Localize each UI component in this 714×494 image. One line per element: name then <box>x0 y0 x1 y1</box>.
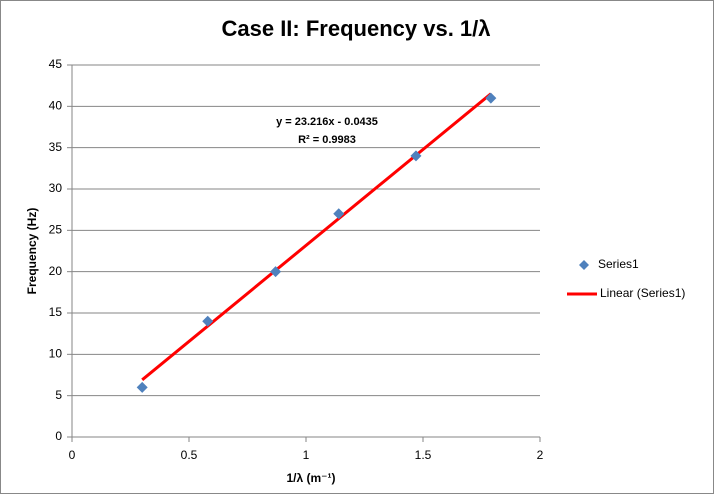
data-point <box>410 150 422 162</box>
legend-marker <box>579 260 589 270</box>
y-tick-label: 25 <box>49 223 63 237</box>
y-tick-label: 45 <box>49 57 63 71</box>
x-axis-title: 1/λ (m⁻¹) <box>286 471 335 485</box>
trendline-r2: R² = 0.9983 <box>298 134 356 146</box>
y-tick-label: 20 <box>49 264 63 278</box>
y-tick-label: 40 <box>49 99 63 113</box>
data-point <box>136 381 148 393</box>
legend-label: Series1 <box>598 257 639 271</box>
trendline-equation: y = 23.216x - 0.0435 <box>276 116 378 128</box>
x-tick-label: 2 <box>537 448 544 462</box>
y-tick-label: 10 <box>49 347 63 361</box>
data-point <box>333 208 345 220</box>
y-tick-label: 30 <box>49 181 63 195</box>
x-tick-label: 1 <box>303 448 310 462</box>
x-tick-label: 0.5 <box>181 448 198 462</box>
y-tick-label: 15 <box>49 305 63 319</box>
trendline <box>141 92 492 381</box>
chart-title: Case II: Frequency vs. 1/λ <box>221 16 490 41</box>
y-tick-label: 35 <box>49 140 63 154</box>
y-tick-label: 5 <box>55 388 62 402</box>
data-point <box>202 315 214 327</box>
y-axis-title: Frequency (Hz) <box>25 208 39 295</box>
y-tick-label: 0 <box>55 429 62 443</box>
legend-label: Linear (Series1) <box>600 286 685 300</box>
x-tick-label: 1.5 <box>415 448 432 462</box>
data-point <box>270 266 282 278</box>
data-point <box>485 92 497 104</box>
x-tick-label: 0 <box>69 448 76 462</box>
